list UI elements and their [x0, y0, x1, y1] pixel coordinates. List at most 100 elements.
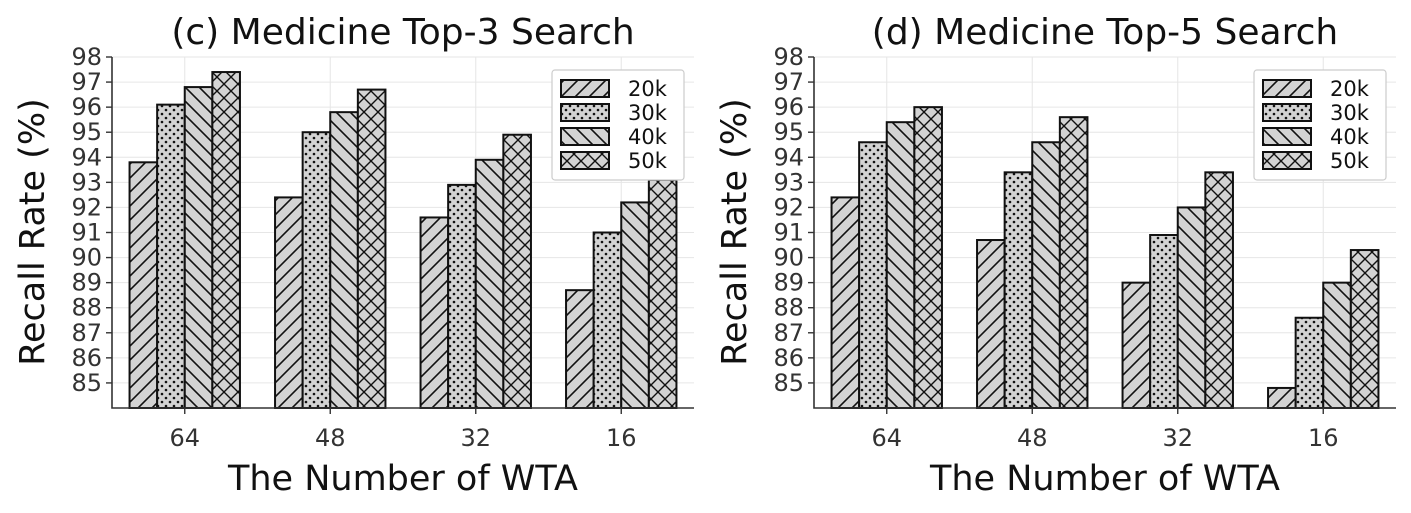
x-ticks: 64 48 32 16 [871, 408, 1339, 452]
bar-50k-32 [1204, 171, 1234, 409]
bar-40k-16 [620, 201, 650, 409]
legend-swatch-50k [1262, 151, 1312, 170]
y-tick-label: 88 [773, 294, 804, 322]
legend-label: 20k [1330, 77, 1370, 101]
bar-50k-48 [356, 88, 387, 409]
bar-40k-64 [885, 121, 916, 410]
bar-20k-64 [128, 161, 159, 409]
x-tick-label: 64 [871, 424, 902, 452]
y-tick-label: 96 [773, 93, 804, 121]
bar-40k-48 [1031, 141, 1061, 409]
x-axis-label: The Number of WTA [929, 459, 1280, 499]
bar-30k-32 [447, 183, 477, 409]
y-tick-label: 95 [71, 118, 102, 146]
legend-label: 30k [1330, 101, 1370, 125]
bar-50k-16 [647, 178, 678, 409]
legend-swatch-40k [1262, 127, 1312, 146]
legend-swatch-20k [1262, 79, 1312, 98]
bar-30k-16 [592, 231, 623, 409]
y-tick-label: 90 [773, 244, 804, 272]
x-tick-label: 16 [1308, 424, 1339, 452]
y-tick-label: 91 [71, 219, 102, 247]
legend-label: 20k [628, 77, 668, 101]
bar-20k-32 [1121, 281, 1152, 409]
y-tick-label: 91 [773, 219, 804, 247]
bar-20k-48 [274, 196, 304, 409]
bars [128, 71, 678, 410]
y-tick-label: 98 [773, 43, 804, 71]
bar-20k-32 [419, 216, 450, 409]
y-tick-label: 85 [71, 369, 102, 397]
bar-50k-64 [913, 106, 943, 410]
x-tick-label: 32 [460, 424, 491, 452]
x-tick-label: 16 [606, 424, 637, 452]
legend-label: 40k [628, 125, 668, 149]
bar-50k-48 [1058, 116, 1089, 410]
x-axis-label: The Number of WTA [227, 459, 578, 499]
axes-frame [111, 57, 694, 409]
y-tick-label: 94 [71, 143, 102, 171]
legend-swatch-40k [560, 127, 610, 146]
bar-30k-64 [858, 141, 888, 409]
bar-40k-48 [329, 111, 359, 410]
bar-20k-16 [565, 289, 595, 409]
y-tick-label: 86 [773, 344, 804, 372]
y-tick-label: 94 [773, 143, 804, 171]
y-tick-label: 85 [773, 369, 804, 397]
axes-frame [813, 57, 1396, 409]
chart-title: (c) Medicine Top-3 Search [171, 12, 634, 53]
chart-panel-c: (c) Medicine Top-3 Search 85868788899091… [13, 12, 694, 499]
y-tick-label: 95 [773, 118, 804, 146]
y-tick-label: 92 [71, 193, 102, 221]
y-axis-label: Recall Rate (%) [13, 98, 53, 366]
bar-50k-16 [1349, 249, 1380, 409]
legend-swatch-50k [560, 151, 610, 170]
legend-label: 40k [1330, 125, 1370, 149]
bar-30k-64 [156, 103, 186, 409]
y-tick-label: 97 [71, 68, 102, 96]
legend-label: 30k [628, 101, 668, 125]
bar-40k-64 [183, 86, 214, 409]
x-tick-label: 32 [1162, 424, 1193, 452]
legend-swatch-20k [560, 79, 610, 98]
y-axis-label: Recall Rate (%) [715, 98, 755, 366]
bar-30k-16 [1294, 316, 1325, 409]
y-tick-label: 89 [773, 269, 804, 297]
bar-50k-64 [211, 71, 241, 410]
y-tick-label: 93 [773, 168, 804, 196]
bar-30k-48 [1003, 171, 1034, 409]
y-tick-label: 92 [773, 193, 804, 221]
y-tick-label: 93 [71, 168, 102, 196]
bar-40k-32 [1176, 206, 1207, 409]
bar-20k-48 [976, 239, 1006, 409]
y-tick-label: 90 [71, 244, 102, 272]
x-tick-label: 48 [315, 424, 346, 452]
x-ticks: 64 48 32 16 [169, 408, 637, 452]
x-tick-label: 64 [169, 424, 200, 452]
chart-title: (d) Medicine Top-5 Search [872, 12, 1338, 53]
y-tick-label: 97 [773, 68, 804, 96]
y-tick-label: 89 [71, 269, 102, 297]
bar-40k-32 [474, 158, 505, 409]
legend-label: 50k [1330, 149, 1370, 173]
x-tick-label: 48 [1017, 424, 1048, 452]
y-tick-label: 87 [773, 319, 804, 347]
legend-label: 50k [628, 149, 668, 173]
bar-30k-48 [301, 131, 332, 409]
y-tick-label: 86 [71, 344, 102, 372]
bar-40k-16 [1322, 281, 1352, 409]
chart-panel-d: (d) Medicine Top-5 Search 85868788899091… [715, 12, 1396, 499]
y-tick-label: 96 [71, 93, 102, 121]
y-tick-label: 98 [71, 43, 102, 71]
legend-swatch-30k [1262, 103, 1312, 122]
y-tick-label: 87 [71, 319, 102, 347]
bar-30k-32 [1149, 234, 1179, 409]
bar-50k-32 [502, 133, 532, 409]
bar-20k-16 [1267, 386, 1297, 410]
legend-swatch-30k [560, 103, 610, 122]
